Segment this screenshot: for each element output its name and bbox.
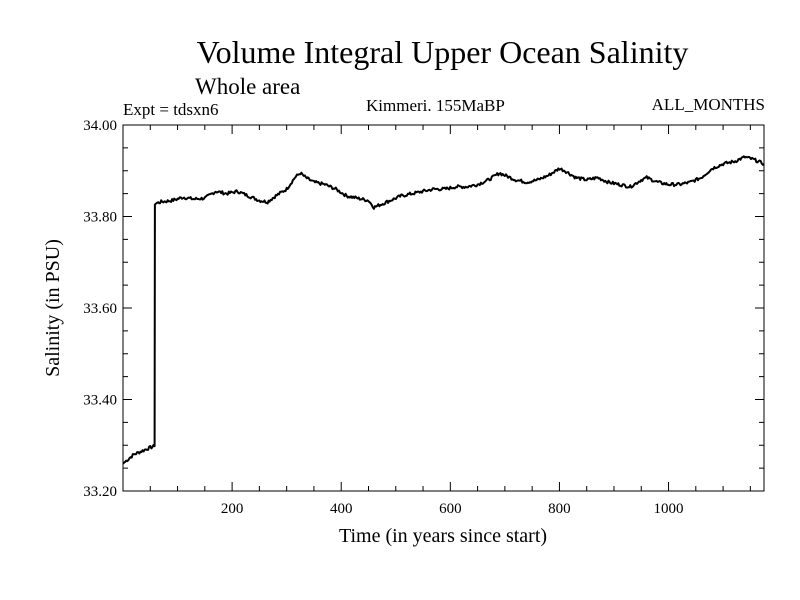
plot-frame <box>122 124 765 492</box>
y-tick-label: 33.20 <box>83 484 117 500</box>
period-label: ALL_MONTHS <box>651 95 765 114</box>
x-tick-label: 600 <box>439 501 462 517</box>
x-tick-label: 1000 <box>654 501 684 517</box>
y-tick-label: 34.00 <box>83 118 117 134</box>
x-tick-label: 200 <box>221 501 244 517</box>
y-axis-title: Salinity (in PSU) <box>42 239 64 377</box>
y-tick-label: 33.40 <box>83 393 117 409</box>
chart-title: Volume Integral Upper Ocean Salinity <box>196 34 689 70</box>
region-label: Kimmeri. 155MaBP <box>366 96 505 115</box>
x-axis-title: Time (in years since start) <box>339 525 547 547</box>
experiment-label: Expt = tdsxn6 <box>123 100 219 119</box>
y-tick-label: 33.80 <box>83 210 117 226</box>
axis-tick-labels: 200 400 600 800 1000 33.20 33.40 33.60 33.80 34.0… <box>83 118 683 517</box>
salinity-series-line <box>122 155 765 465</box>
x-tick-label: 400 <box>330 501 353 517</box>
x-tick-label: 800 <box>548 501 571 517</box>
axis-ticks <box>123 124 764 492</box>
y-tick-label: 33.60 <box>83 301 117 317</box>
chart-subtitle: Whole area <box>195 74 301 99</box>
